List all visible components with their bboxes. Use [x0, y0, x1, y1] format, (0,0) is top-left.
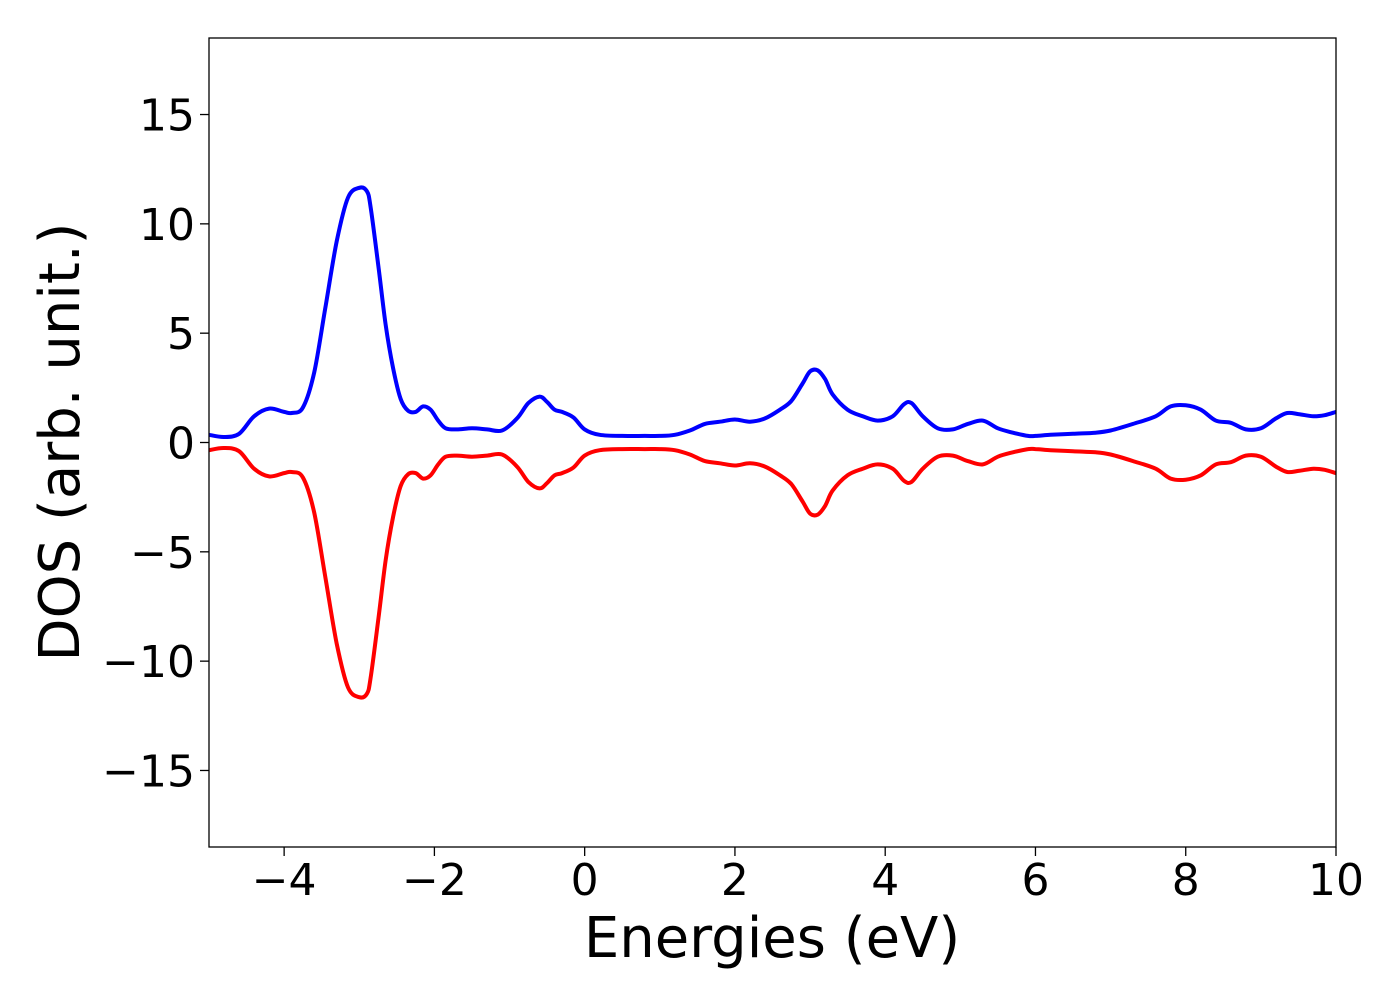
y-axis-ticks: −15 −10 −5 0 5 10 15	[102, 91, 209, 797]
x-tick-label: 4	[871, 855, 899, 906]
x-tick-label: −2	[402, 855, 467, 906]
y-tick-label: 10	[139, 200, 195, 251]
y-tick-label: 0	[167, 419, 195, 470]
y-tick-label: 5	[167, 309, 195, 360]
series-layer	[209, 185, 1336, 700]
plot-frame	[208, 37, 1337, 848]
y-tick-label: −15	[102, 746, 195, 797]
y-tick-label: 15	[139, 91, 195, 142]
x-tick-label: 6	[1021, 855, 1049, 906]
x-tick-label: 10	[1308, 855, 1364, 906]
y-tick-label: −5	[130, 528, 195, 579]
x-tick-label: 8	[1172, 855, 1200, 906]
x-tick-label: 2	[721, 855, 749, 906]
y-axis-label: DOS (arb. unit.)	[28, 222, 93, 661]
x-tick-label: −4	[252, 855, 317, 906]
series-line-2	[209, 445, 1336, 700]
x-tick-label: 0	[571, 855, 599, 906]
x-axis-label: Energies (eV)	[584, 906, 960, 971]
x-axis-ticks: −4 −2 0 2 4 6 8 10	[252, 847, 1364, 906]
series-line-1	[209, 185, 1336, 440]
y-tick-label: −10	[102, 637, 195, 688]
